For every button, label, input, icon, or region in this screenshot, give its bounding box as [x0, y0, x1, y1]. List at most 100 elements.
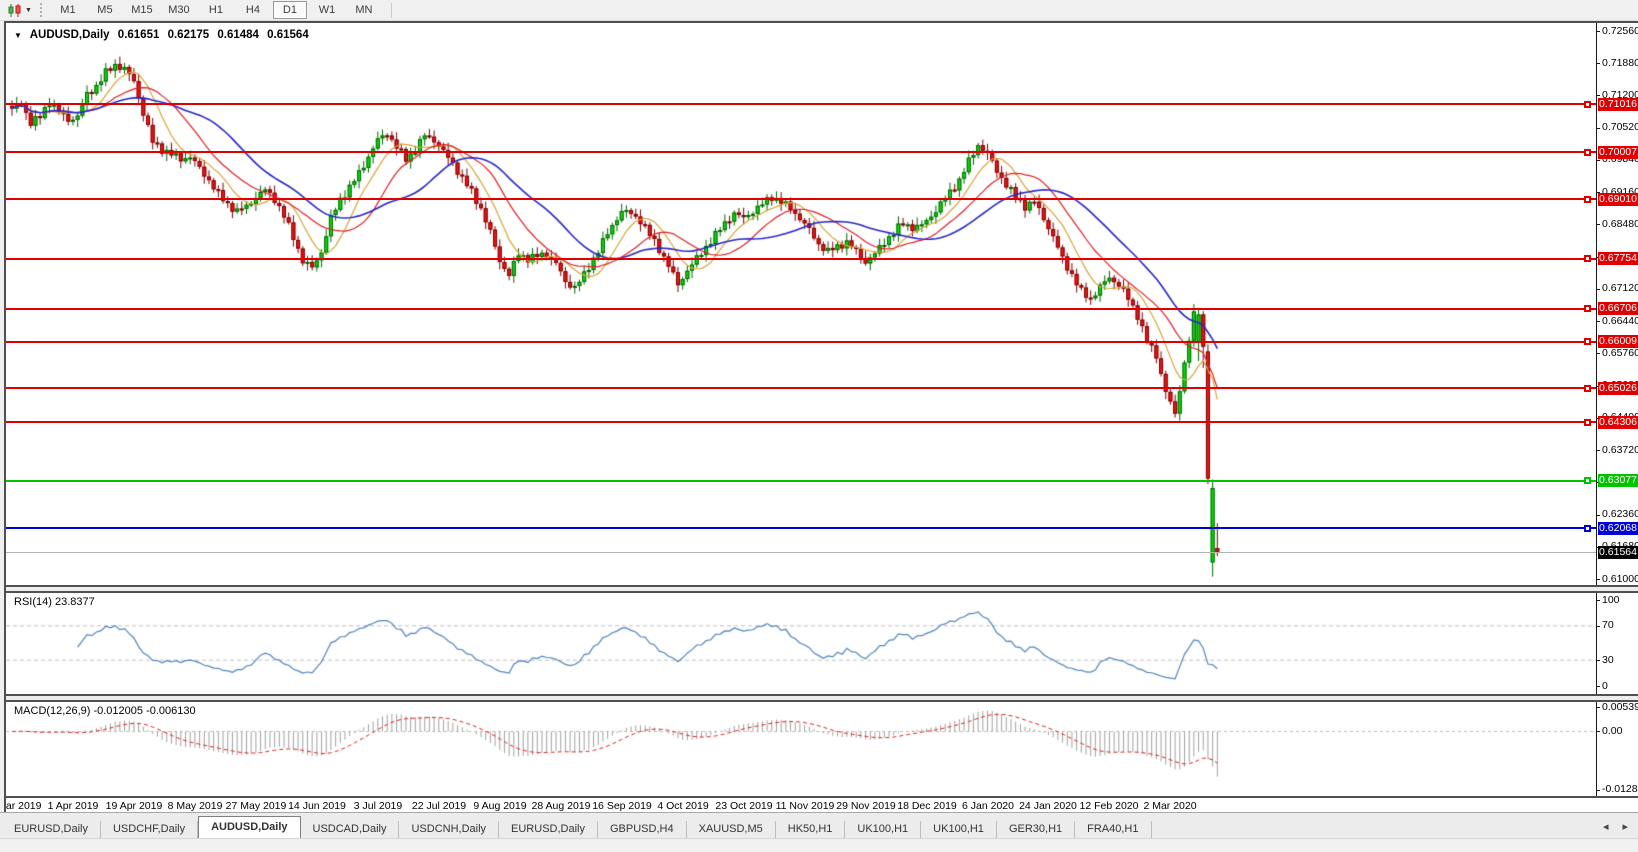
expander-icon[interactable]: ▼ [14, 31, 22, 40]
tab-scroll-arrows: ◂ ▸ [1603, 820, 1628, 833]
rsi-tick-mark [1596, 660, 1600, 661]
rsi-axis-line [1596, 593, 1597, 694]
horizontal-level-line[interactable] [6, 198, 1596, 200]
chart-tabs: EURUSD,Daily USDCHF,Daily AUDUSD,Daily USDC… [2, 816, 1152, 838]
chart-tab-xauusd-m5[interactable]: XAUUSD,M5 [686, 821, 776, 838]
chart-tab-bar: EURUSD,Daily USDCHF,Daily AUDUSD,Daily USDC… [0, 812, 1638, 838]
level-handle[interactable] [1584, 305, 1591, 312]
chart-tab-uk100-h1[interactable]: UK100,H1 [921, 821, 997, 838]
high-value: 0.62175 [167, 29, 210, 41]
chart-tab-eurusd-daily[interactable]: EURUSD,Daily [2, 821, 101, 838]
horizontal-level-line[interactable] [6, 387, 1596, 389]
date-axis-label: 23 Oct 2019 [715, 800, 773, 812]
horizontal-level-line[interactable] [6, 421, 1596, 423]
timeframe-button-d1[interactable]: D1 [272, 1, 307, 19]
macd-tick-mark [1596, 790, 1600, 791]
horizontal-level-line[interactable] [6, 341, 1596, 343]
timeframe-button-h1[interactable]: H1 [208, 4, 223, 16]
rsi-tick-label: 100 [1602, 594, 1620, 606]
date-axis-label: 12 Feb 2020 [1079, 800, 1139, 812]
chart-tab-hk50-h1[interactable]: HK50,H1 [775, 821, 846, 838]
price-tick-label: 0.71880 [1602, 57, 1638, 69]
price-tick-label: 0.71200 [1602, 89, 1638, 101]
timeframe-button-m15[interactable]: M15 [131, 4, 153, 16]
level-price-chip: 0.66009 [1598, 335, 1638, 348]
price-tick-label: 0.62360 [1602, 508, 1638, 520]
date-axis-label: 13 Mar 2019 [6, 800, 42, 812]
timeframe-button-h4[interactable]: H4 [245, 4, 260, 16]
price-pane: 0.72560 0.71880 0.71200 0.70520 0.69840 0.691… [6, 23, 1638, 585]
timeframe-button-mn[interactable]: MN [355, 4, 373, 16]
chart-tab-gbpusd-h4[interactable]: GBPUSD,H4 [598, 821, 687, 838]
level-handle[interactable] [1584, 477, 1591, 484]
candlestick-chart-icon [8, 3, 21, 17]
rsi-tick-mark [1596, 600, 1600, 601]
rsi-chart-canvas[interactable] [6, 593, 1596, 694]
price-chart-canvas[interactable] [6, 23, 1596, 585]
tab-scroll-left-icon[interactable]: ◂ [1602, 821, 1609, 833]
level-price-chip: 0.66706 [1598, 302, 1638, 315]
chart-tab-fra40-h1[interactable]: FRA40,H1 [1075, 821, 1152, 838]
level-price-chip: 0.71016 [1598, 98, 1638, 111]
price-tick-mark [1596, 63, 1600, 64]
level-handle[interactable] [1584, 255, 1591, 262]
low-value: 0.61484 [217, 29, 259, 41]
macd-tick-label: -0.01283 [1602, 783, 1638, 795]
chart-tab-ger30-h1[interactable]: GER30,H1 [996, 821, 1076, 838]
level-price-chip: 0.67754 [1598, 252, 1638, 265]
date-axis[interactable]: 13 Mar 2019 1 Apr 2019 19 Apr 2019 8 May 20… [6, 796, 1638, 814]
horizontal-level-line[interactable] [6, 527, 1596, 529]
level-price-chip: 0.62068 [1598, 522, 1638, 535]
price-tick-mark [1596, 95, 1600, 96]
top-toolbar: ▼ M1 M5 M15 M30 H1 H4 D1 W1 MN [0, 0, 1638, 21]
date-axis-label: 16 Sep 2019 [592, 800, 652, 812]
price-tick-mark [1596, 321, 1600, 322]
chart-type-button[interactable]: ▼ [4, 3, 36, 18]
level-handle[interactable] [1584, 419, 1591, 426]
price-tick-label: 0.69160 [1602, 186, 1638, 198]
level-handle[interactable] [1584, 196, 1591, 203]
price-tick-mark [1596, 289, 1600, 290]
macd-tick-mark [1596, 731, 1600, 732]
date-axis-label: 28 Aug 2019 [531, 800, 591, 812]
price-tick-mark [1596, 579, 1600, 580]
level-price-chip: 0.69010 [1598, 193, 1638, 206]
close-value: 0.61564 [267, 29, 309, 41]
horizontal-level-line[interactable] [6, 151, 1596, 153]
date-axis-label: 14 Jun 2019 [288, 800, 346, 812]
horizontal-level-line[interactable] [6, 258, 1596, 260]
macd-pane: 0.005394 0.00 -0.01283 MACD(12,26,9) -0.01… [6, 702, 1638, 796]
level-handle[interactable] [1584, 525, 1591, 532]
timeframe-button-m30[interactable]: M30 [168, 4, 190, 16]
timeframe-button-m5[interactable]: M5 [97, 4, 113, 16]
chevron-down-icon: ▼ [25, 6, 32, 14]
date-axis-label: 6 Jan 2020 [962, 800, 1014, 812]
level-handle[interactable] [1584, 338, 1591, 345]
macd-chart-canvas[interactable] [6, 702, 1596, 796]
chart-tab-uk100-h1[interactable]: UK100,H1 [845, 821, 922, 838]
date-axis-label: 4 Oct 2019 [657, 800, 709, 812]
date-axis-label: 1 Apr 2019 [47, 800, 99, 812]
chart-tab-audusd-daily[interactable]: AUDUSD,Daily [198, 816, 301, 838]
pane-divider[interactable] [6, 585, 1638, 593]
chart-tab-eurusd-daily[interactable]: EURUSD,Daily [499, 821, 598, 838]
chart-tab-usdchf-daily[interactable]: USDCHF,Daily [100, 821, 199, 838]
timeframe-button-w1[interactable]: W1 [318, 4, 336, 16]
price-tick-label: 0.61000 [1602, 573, 1638, 585]
level-handle[interactable] [1584, 385, 1591, 392]
price-tick-label: 0.63720 [1602, 444, 1638, 456]
price-tick-mark [1596, 224, 1600, 225]
horizontal-level-line[interactable] [6, 308, 1596, 310]
horizontal-level-line[interactable] [6, 103, 1596, 105]
current-price-chip: 0.61564 [1598, 546, 1638, 559]
chart-tab-usdcnh-daily[interactable]: USDCNH,Daily [399, 821, 500, 838]
tab-scroll-right-icon[interactable]: ▸ [1622, 821, 1628, 833]
pane-divider[interactable] [6, 694, 1638, 702]
level-handle[interactable] [1584, 149, 1591, 156]
level-handle[interactable] [1584, 101, 1591, 108]
timeframe-button-m1[interactable]: M1 [60, 4, 76, 16]
rsi-pane: 100 70 30 0 RSI(14) 23.8377 [6, 593, 1638, 694]
horizontal-level-line[interactable] [6, 480, 1596, 482]
chart-tab-usdcad-daily[interactable]: USDCAD,Daily [300, 821, 400, 838]
price-tick-label: 0.68480 [1602, 218, 1638, 230]
